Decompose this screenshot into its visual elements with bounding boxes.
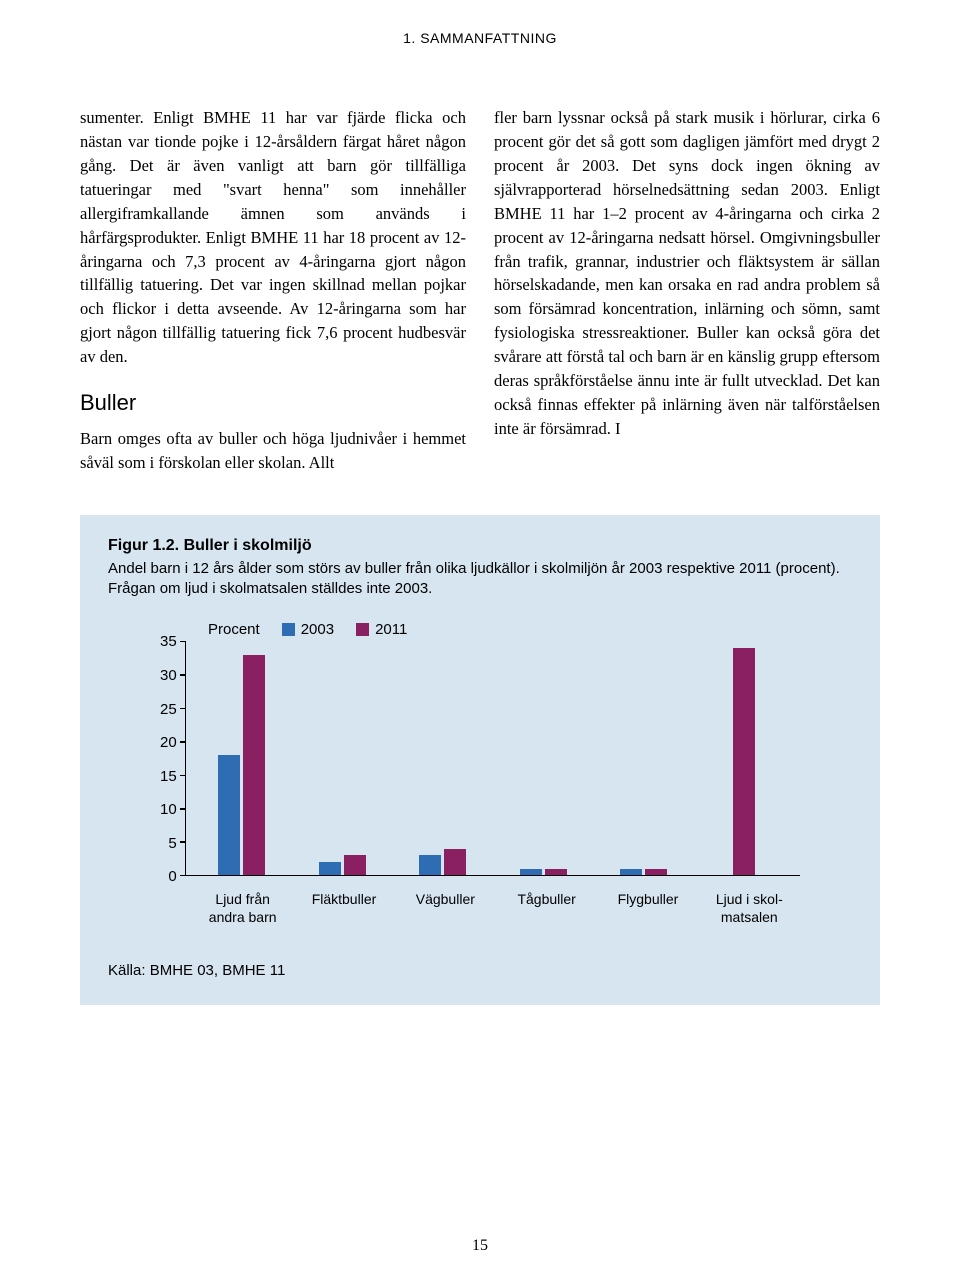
- bar-chart: Procent 2003 2011 35 30 25 20 15 10 5 0 Ljud fr…: [160, 621, 800, 926]
- bar-2011: [545, 869, 567, 876]
- y-axis: 35 30 25 20 15 10 5 0: [160, 633, 185, 885]
- bar-2011: [444, 849, 466, 876]
- bar-2003: [319, 862, 341, 875]
- page-header: 1. SAMMANFATTNING: [80, 30, 880, 46]
- legend-label: 2003: [301, 621, 334, 638]
- paragraph: Barn omges ofta av buller och höga ljudn…: [80, 427, 466, 475]
- bar-group: [307, 855, 377, 875]
- y-tick-label: 25: [160, 701, 177, 718]
- bar-2003: [620, 869, 642, 876]
- legend-label: 2011: [375, 621, 407, 638]
- y-tick-label: 30: [160, 667, 177, 684]
- bar-group: [207, 655, 277, 876]
- y-tick-label: 20: [160, 734, 177, 751]
- legend-item-2003: 2003: [282, 621, 334, 638]
- paragraph: sumenter. Enligt BMHE 11 har var fjärde …: [80, 106, 466, 369]
- figure-title-bold: Figur 1.2. Buller i skolmiljö: [108, 537, 312, 554]
- y-tick-label: 35: [160, 633, 177, 650]
- plot-area: [185, 642, 800, 876]
- paragraph: fler barn lyssnar också på stark musik i…: [494, 106, 880, 441]
- chart-header: Procent 2003 2011: [208, 621, 800, 638]
- y-tick-label: 5: [168, 835, 176, 852]
- bar-2003: [419, 855, 441, 875]
- bar-2003: [218, 755, 240, 875]
- text-columns: sumenter. Enligt BMHE 11 har var fjärde …: [80, 106, 880, 475]
- bar-2011: [344, 855, 366, 875]
- figure-title: Figur 1.2. Buller i skolmiljö: [108, 537, 852, 555]
- y-tick-label: 15: [160, 768, 177, 785]
- bar-group: [608, 869, 678, 876]
- column-right: fler barn lyssnar också på stark musik i…: [494, 106, 880, 475]
- figure-description: Andel barn i 12 års ålder som störs av b…: [108, 559, 852, 600]
- bar-2011: [243, 655, 265, 876]
- figure-source: Källa: BMHE 03, BMHE 11: [108, 962, 852, 979]
- figure-box: Figur 1.2. Buller i skolmiljö Andel barn…: [80, 515, 880, 1006]
- x-tick-label: Ljud i skol-matsalen: [704, 891, 794, 926]
- y-tick-label: 0: [168, 868, 176, 885]
- bar-group: [408, 849, 478, 876]
- bar-group: [709, 648, 779, 875]
- bar-2003: [520, 869, 542, 876]
- page-number: 15: [0, 1237, 960, 1255]
- bar-group: [508, 869, 578, 876]
- column-left: sumenter. Enligt BMHE 11 har var fjärde …: [80, 106, 466, 475]
- x-tick-label: Vägbuller: [400, 891, 490, 926]
- subheading-buller: Buller: [80, 387, 466, 419]
- x-tick-label: Fläktbuller: [299, 891, 389, 926]
- x-tick-label: Tågbuller: [502, 891, 592, 926]
- y-tick-label: 10: [160, 801, 177, 818]
- bar-2011: [645, 869, 667, 876]
- legend-swatch: [356, 623, 369, 636]
- x-axis: Ljud frånandra barn Fläktbuller Vägbuller T…: [192, 891, 800, 926]
- bar-2011: [733, 648, 755, 875]
- x-tick-label: Flygbuller: [603, 891, 693, 926]
- y-axis-label: Procent: [208, 621, 260, 638]
- legend-swatch: [282, 623, 295, 636]
- x-tick-label: Ljud frånandra barn: [198, 891, 288, 926]
- legend-item-2011: 2011: [356, 621, 407, 638]
